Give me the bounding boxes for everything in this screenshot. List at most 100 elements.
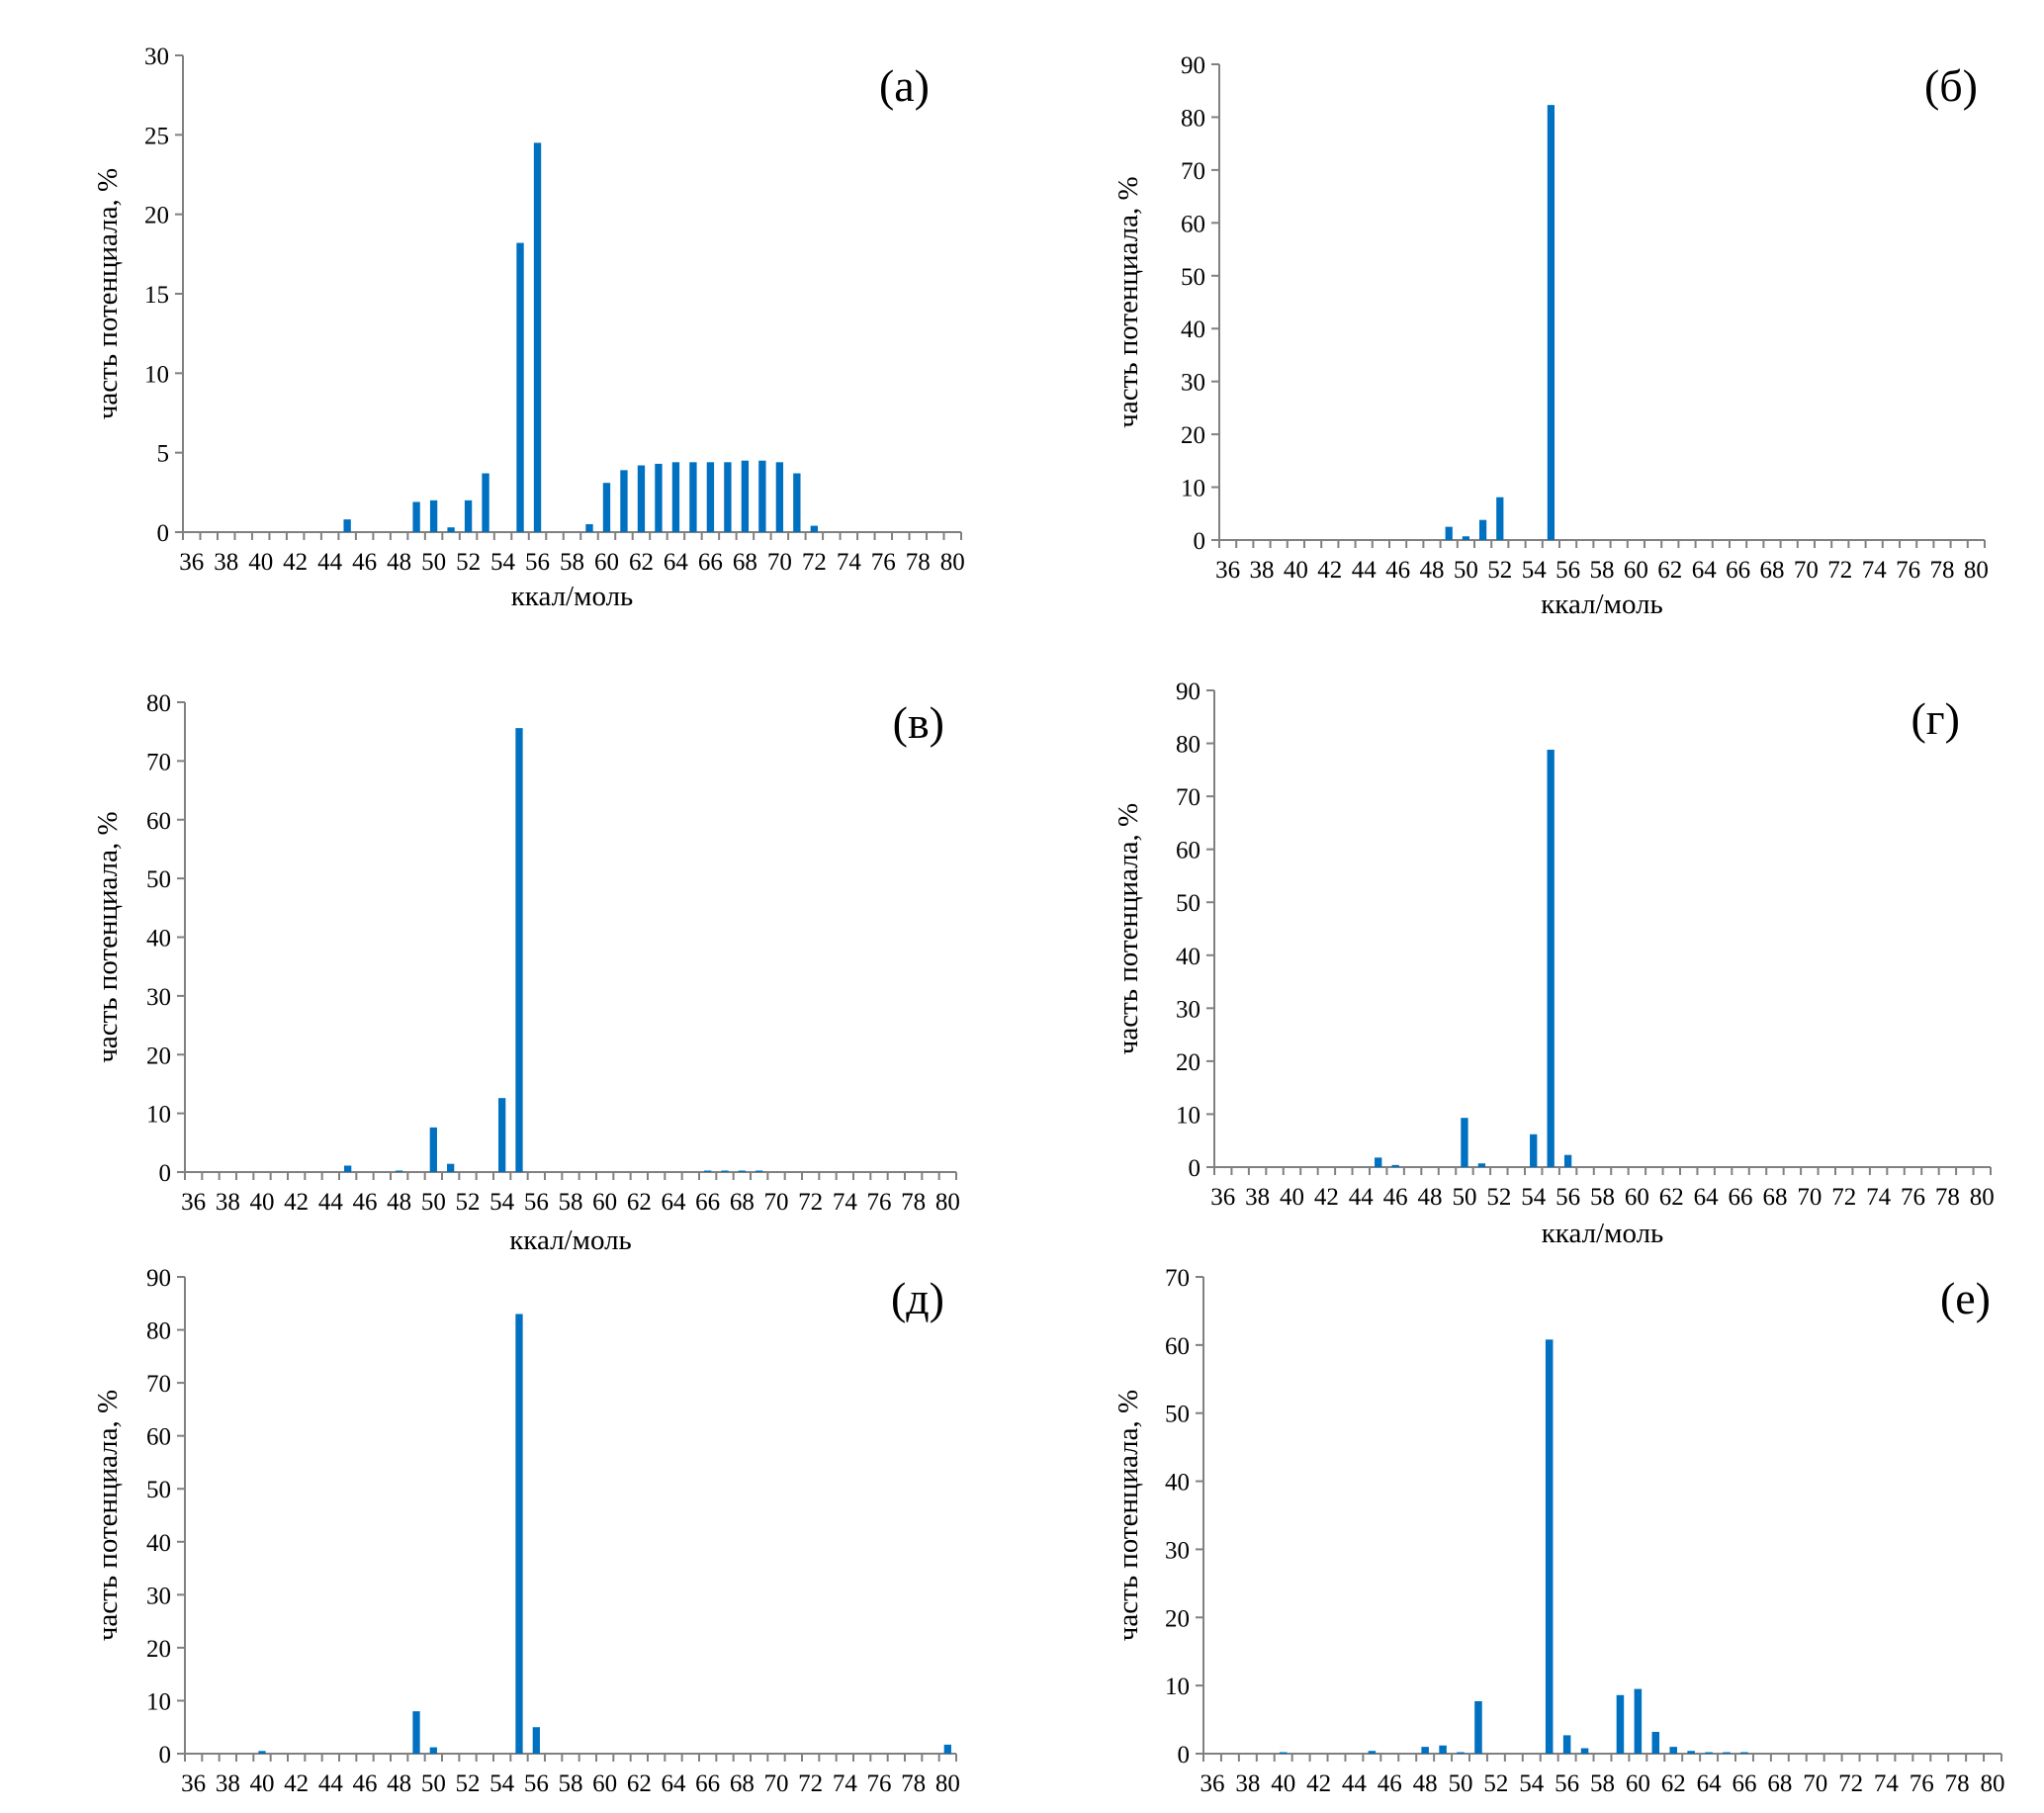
y-tick-label: 40 xyxy=(146,926,171,952)
data-bar xyxy=(1545,1339,1554,1754)
data-bar xyxy=(775,462,784,532)
data-bar xyxy=(429,499,438,532)
x-tick-label: 36 xyxy=(181,1189,206,1216)
x-tick-label: 52 xyxy=(456,549,481,576)
panel-label: (е) xyxy=(1940,1273,1991,1323)
y-tick-label: 50 xyxy=(146,1477,171,1503)
y-tick-label: 0 xyxy=(1194,528,1206,555)
x-tick-label: 66 xyxy=(695,1770,720,1797)
panel-label: (в) xyxy=(893,697,944,748)
x-tick-label: 52 xyxy=(456,1189,481,1216)
data-bar xyxy=(447,527,455,532)
x-tick-label: 62 xyxy=(627,1189,652,1216)
chart-panel: 0 10 20 30 40 50 60 70 36 38 40 42 44 46 48 50 52 54 56 58 6… xyxy=(1112,1265,2005,1813)
x-tick-label: 36 xyxy=(1210,1184,1235,1211)
y-tick-label: 20 xyxy=(146,1636,171,1663)
data-bar xyxy=(1563,1154,1572,1167)
x-tick-label: 64 xyxy=(664,549,689,576)
x-tick-label: 80 xyxy=(940,549,965,576)
x-tick-label: 54 xyxy=(489,1189,515,1216)
data-bar xyxy=(1723,1752,1731,1754)
x-tick-label: 38 xyxy=(1235,1770,1260,1797)
x-tick-label: 66 xyxy=(695,1189,720,1216)
x-tick-label: 68 xyxy=(1762,1184,1787,1211)
data-bar xyxy=(1740,1752,1748,1754)
x-tick-label: 70 xyxy=(1803,1770,1827,1797)
x-tick-label: 80 xyxy=(935,1770,960,1797)
y-tick-label: 15 xyxy=(144,282,169,309)
panel-label: (д) xyxy=(891,1273,944,1323)
chart-panel: 0 10 20 30 40 50 60 70 80 90 36 38 40 42 44 46 48 50 52 54 5… xyxy=(92,1265,960,1813)
y-tick-label: 20 xyxy=(144,203,169,229)
x-tick-label: 72 xyxy=(1827,557,1852,584)
x-tick-label: 50 xyxy=(1454,557,1478,584)
x-tick-label: 40 xyxy=(248,549,273,576)
y-tick-label: 0 xyxy=(159,1160,172,1187)
x-tick-label: 46 xyxy=(353,1770,378,1797)
x-tick-label: 46 xyxy=(353,1189,378,1216)
x-tick-label: 74 xyxy=(1866,1184,1892,1211)
x-tick-label: 48 xyxy=(1413,1770,1438,1797)
x-tick-label: 60 xyxy=(1625,1184,1649,1211)
x-tick-label: 36 xyxy=(1215,557,1240,584)
x-tick-label: 52 xyxy=(456,1770,481,1797)
y-tick-label: 20 xyxy=(1165,1605,1190,1632)
chart-panel: 0 5 10 15 20 25 30 36 38 40 42 44 46 48 50 52 54 56 58 60 62… xyxy=(92,44,965,612)
data-bar xyxy=(1669,1747,1677,1754)
x-axis-title: ккал/моль xyxy=(1542,1808,1664,1813)
data-bar xyxy=(689,462,697,532)
x-tick-label: 42 xyxy=(1317,557,1342,584)
y-tick-label: 0 xyxy=(1189,1155,1201,1182)
x-axis-title: ккал/моль xyxy=(511,581,634,612)
data-bar xyxy=(1580,1748,1589,1754)
y-tick-label: 10 xyxy=(1176,1102,1200,1129)
chart-panel: 0 10 20 30 40 50 60 70 80 90 36 38 40 42 44 46 48 50 52 54 5… xyxy=(1112,52,1989,620)
data-bar xyxy=(1421,1747,1429,1754)
panel-label: (а) xyxy=(879,60,930,111)
x-tick-label: 64 xyxy=(1692,557,1718,584)
x-tick-label: 76 xyxy=(1910,1770,1934,1797)
x-tick-label: 54 xyxy=(489,1770,515,1797)
y-tick-label: 90 xyxy=(1181,52,1205,79)
y-tick-label: 70 xyxy=(146,1371,171,1398)
x-tick-label: 64 xyxy=(662,1189,687,1216)
data-bar xyxy=(1375,1157,1382,1167)
x-tick-label: 38 xyxy=(216,1189,240,1216)
x-tick-label: 66 xyxy=(698,549,723,576)
x-tick-label: 76 xyxy=(1901,1184,1925,1211)
x-tick-label: 52 xyxy=(1483,1770,1508,1797)
x-axis-title: ккал/моль xyxy=(509,1808,632,1813)
x-tick-label: 44 xyxy=(318,1770,344,1797)
data-bar xyxy=(602,483,611,532)
y-tick-label: 0 xyxy=(1178,1742,1191,1768)
data-bar xyxy=(810,525,819,532)
x-tick-label: 44 xyxy=(317,549,343,576)
x-tick-label: 76 xyxy=(867,1189,892,1216)
x-tick-label: 66 xyxy=(1726,557,1750,584)
x-tick-label: 42 xyxy=(1314,1184,1339,1211)
y-tick-label: 70 xyxy=(1176,784,1200,811)
y-tick-label: 30 xyxy=(144,44,169,70)
data-bar xyxy=(516,242,524,532)
x-tick-label: 60 xyxy=(592,1189,617,1216)
x-tick-label: 60 xyxy=(1624,557,1648,584)
y-tick-label: 40 xyxy=(1176,944,1200,970)
data-bar xyxy=(1496,497,1504,540)
x-tick-label: 60 xyxy=(1626,1770,1650,1797)
x-tick-label: 74 xyxy=(1874,1770,1900,1797)
x-tick-label: 46 xyxy=(352,549,377,576)
x-tick-label: 60 xyxy=(594,549,619,576)
x-tick-label: 68 xyxy=(1767,1770,1792,1797)
data-bar xyxy=(755,1170,763,1172)
x-tick-label: 74 xyxy=(833,1189,858,1216)
data-bar xyxy=(738,1170,746,1172)
y-tick-label: 25 xyxy=(144,123,169,149)
data-bar xyxy=(1391,1164,1399,1167)
x-tick-label: 44 xyxy=(1342,1770,1368,1797)
x-tick-label: 72 xyxy=(1838,1770,1863,1797)
x-tick-label: 58 xyxy=(1590,1184,1615,1211)
data-bar xyxy=(706,462,715,532)
x-tick-label: 80 xyxy=(1964,557,1989,584)
x-axis-title: ккал/моль xyxy=(509,1224,632,1256)
y-axis-title: часть потенциала, % xyxy=(1112,176,1144,427)
